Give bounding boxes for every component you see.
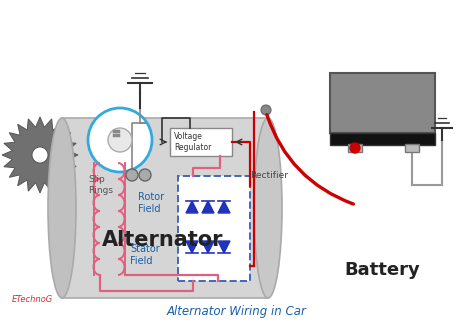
Bar	[330, 133, 435, 145]
Text: Rectifier: Rectifier	[250, 171, 288, 180]
Text: Battery: Battery	[344, 261, 420, 279]
Polygon shape	[202, 201, 214, 213]
Polygon shape	[186, 201, 198, 213]
Text: ETechnoG: ETechnoG	[12, 296, 53, 305]
Bar	[330, 73, 435, 133]
Ellipse shape	[254, 118, 282, 298]
Polygon shape	[218, 241, 230, 253]
Text: Alternator: Alternator	[102, 230, 224, 250]
Bar	[170, 128, 232, 156]
Circle shape	[108, 128, 132, 152]
Circle shape	[32, 147, 48, 163]
Text: Voltage
Regulator: Voltage Regulator	[174, 132, 211, 152]
Circle shape	[88, 108, 152, 172]
Bar	[348, 144, 362, 152]
Polygon shape	[218, 201, 230, 213]
Text: Alternator Wiring in Car: Alternator Wiring in Car	[167, 306, 307, 318]
Polygon shape	[202, 241, 214, 253]
Text: Slip
Rings: Slip Rings	[88, 175, 113, 195]
Circle shape	[350, 143, 360, 153]
Bar	[62, 118, 268, 298]
Bar	[405, 144, 419, 152]
Bar	[178, 176, 250, 281]
Polygon shape	[186, 241, 198, 253]
Circle shape	[261, 105, 271, 115]
Ellipse shape	[48, 118, 76, 298]
Circle shape	[139, 169, 151, 181]
Text: Rotor
Field: Rotor Field	[138, 192, 164, 214]
Circle shape	[126, 169, 138, 181]
Polygon shape	[2, 117, 78, 193]
Text: Stator
Field: Stator Field	[130, 244, 160, 266]
